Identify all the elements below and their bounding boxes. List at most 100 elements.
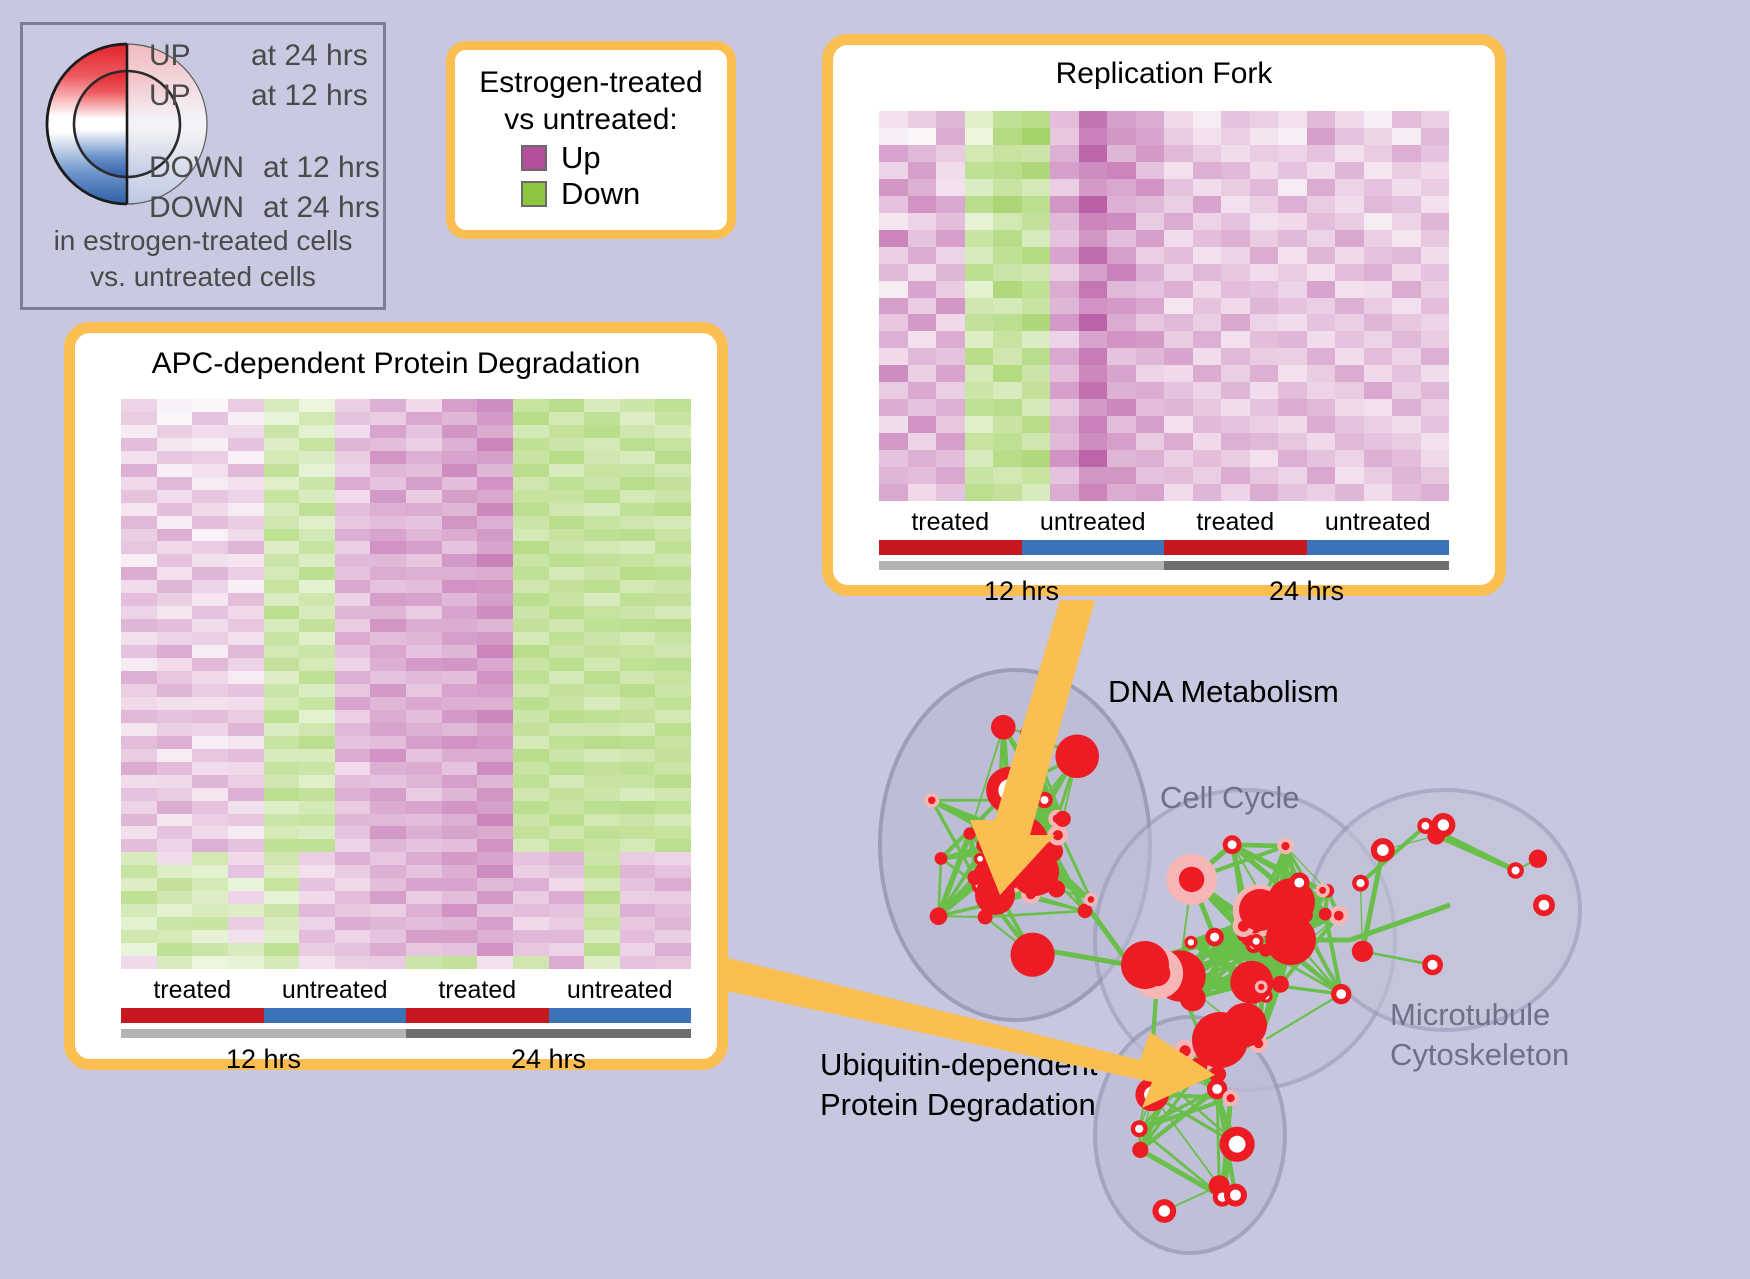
heatmap-cell [334, 476, 371, 490]
heatmap-cell [1107, 467, 1136, 485]
heatmap-cell [619, 696, 656, 710]
network-hub-node [1011, 848, 1059, 896]
heatmap-cell [1192, 127, 1221, 145]
heatmap-cell [334, 943, 371, 957]
heatmap-cell [334, 411, 371, 425]
network-node-core [1144, 1086, 1161, 1103]
heatmap-cell [879, 229, 908, 247]
heatmap-cell [936, 314, 965, 332]
heatmap-cell [1107, 382, 1136, 400]
heatmap-cell [907, 144, 936, 162]
heatmap-cell [993, 467, 1022, 485]
cluster-label-ubiquitin-line1: Ubiquitin-dependent [820, 1047, 1098, 1082]
heatmap-cell [1335, 382, 1364, 400]
heatmap-cell [1078, 416, 1107, 434]
heatmap-cell [477, 878, 513, 892]
heatmap-cell [1050, 450, 1079, 468]
heatmap-cell [406, 839, 442, 853]
heatmap-cell [1278, 433, 1307, 451]
heatmap-cell [156, 593, 193, 607]
heatmap-cell [512, 437, 549, 451]
heatmap-cell [370, 658, 406, 672]
heatmap-cell [156, 671, 193, 684]
heatmap-cell [1078, 212, 1107, 230]
heatmap-cell [936, 331, 965, 349]
heatmap-cell [1021, 246, 1050, 264]
heatmap-cell [299, 709, 335, 723]
heatmap-cell [1164, 161, 1193, 179]
heatmap-cell [1221, 212, 1250, 230]
heatmap-cell [993, 195, 1022, 213]
heatmap-cell [227, 515, 264, 529]
network-node-core [1087, 896, 1095, 903]
heatmap-cell [1392, 229, 1421, 247]
heatmap-cell [655, 774, 691, 788]
heatmap-cell [406, 463, 442, 477]
heatmap-cell [406, 606, 442, 620]
heatmap-cell [406, 645, 442, 659]
heatmap-cell [512, 489, 549, 503]
heatmap-cell [334, 787, 371, 801]
heatmap-cell [1335, 195, 1364, 213]
network-edge [1362, 950, 1433, 967]
heatmap-cell [1021, 280, 1050, 298]
sample-labels-replication: treated untreated treated untreated [879, 507, 1449, 537]
heatmap-cell [879, 399, 908, 417]
heatmap-cell [1392, 111, 1421, 128]
heatmap-cell [548, 502, 585, 516]
heatmap-cell [655, 709, 691, 723]
heatmap-cell [477, 554, 513, 568]
heatmap-cell [1078, 450, 1107, 468]
heatmap-cell [1363, 297, 1392, 315]
heatmap-cell [334, 515, 371, 529]
heatmap-cell [334, 696, 371, 710]
heatmap-cell [227, 930, 264, 944]
heatmap-cell [227, 645, 264, 659]
network-node-core [1210, 932, 1220, 942]
heatmap-cell [1107, 111, 1136, 128]
heatmap-cell [477, 917, 513, 931]
heatmap-cell [192, 696, 228, 710]
heatmap-cell [441, 476, 478, 490]
heatmap-cell [1278, 365, 1307, 383]
heatmap-cell [227, 917, 264, 931]
heatmap-cell [936, 246, 965, 264]
heatmap-cell [1164, 178, 1193, 196]
heatmap-cell [406, 437, 442, 451]
network-node-core [1427, 959, 1438, 970]
heatmap-cell [1021, 382, 1050, 400]
heatmap-cell [1078, 195, 1107, 213]
heatmap-cell [441, 722, 478, 736]
heatmap-cell [156, 489, 193, 503]
heatmap-cell [227, 593, 264, 607]
heatmap-cell [156, 567, 193, 581]
key-word-down-12: DOWN [149, 151, 244, 184]
heatmap-cell [121, 671, 157, 684]
heatmap-cell [619, 658, 656, 672]
heatmap-cell [1107, 144, 1136, 162]
heatmap-cell [1135, 484, 1164, 501]
heatmap-cell [1221, 331, 1250, 349]
heatmap-cell [227, 696, 264, 710]
heatmap-cell [299, 904, 335, 918]
heatmap-cell [263, 399, 300, 412]
heatmap-cell [1392, 416, 1421, 434]
heatmap-cell [406, 761, 442, 775]
heatmap-cell [1278, 127, 1307, 145]
network-node [1179, 985, 1206, 1012]
heatmap-cell [548, 813, 585, 827]
timepoint-labels-replication: 12 hrs 24 hrs [879, 570, 1449, 608]
heatmap-cell [907, 161, 936, 179]
heatmap-cell [619, 515, 656, 529]
heatmap-cell [1221, 399, 1250, 417]
heatmap-cell [334, 917, 371, 931]
heatmap-cell [121, 930, 157, 944]
heatmap-cell [263, 709, 300, 723]
heatmap-cell [192, 683, 228, 697]
heatmap-cell [584, 502, 620, 516]
heatmap-cell [907, 365, 936, 383]
heatmap-cell [1221, 297, 1250, 315]
heatmap-cell [477, 593, 513, 607]
heatmap-cell [936, 433, 965, 451]
heatmap-cell [477, 671, 513, 684]
